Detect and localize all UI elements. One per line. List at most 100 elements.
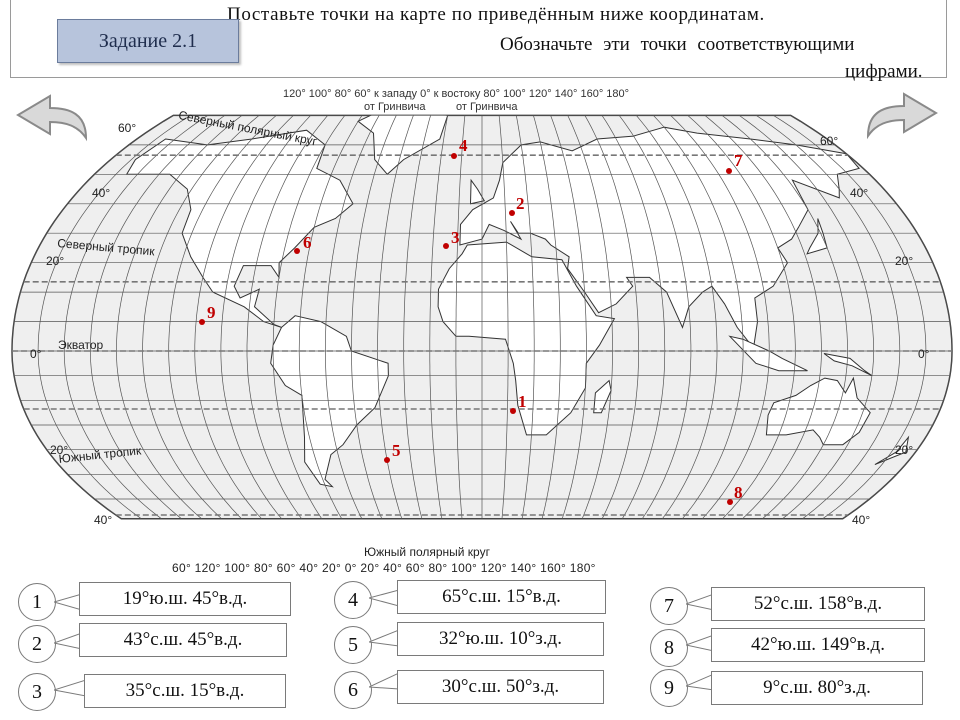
task-number-1: 1 (18, 583, 56, 621)
callout-tail (369, 629, 399, 647)
meridian-line (550, 115, 587, 519)
meridian-line (246, 115, 328, 519)
callout-tail (54, 632, 82, 650)
map-point-6-marker (294, 248, 300, 254)
meridian-line (670, 115, 770, 519)
task-number-6: 6 (334, 671, 372, 709)
map-point-3-marker (443, 243, 449, 249)
instruction-line-2: Обозначьте эти точки соответствующими (500, 34, 855, 55)
curved-arrow-left-icon[interactable] (12, 88, 92, 144)
equator-label: Экватор (58, 338, 104, 352)
map-point-7-label: 7 (734, 151, 743, 170)
meridian-line (704, 115, 822, 519)
meridian-line (403, 115, 431, 519)
task-coords-1: 19°ю.ш. 45°в.д. (79, 582, 291, 616)
bottom-longitude-scale: 60° 120° 100° 80° 60° 40° 20° 0° 20° 40°… (172, 561, 596, 575)
continent-madagascar (593, 379, 612, 414)
map-point-9-marker (199, 319, 205, 325)
curved-arrow-right-icon[interactable] (862, 86, 942, 142)
meridian-line (515, 115, 535, 519)
lat-label-20s-west: 20° (50, 443, 69, 457)
lat-label-0-east: 0° (918, 347, 930, 361)
map-point-3-label: 3 (451, 228, 460, 247)
lat-label-60n-west: 60° (118, 121, 137, 135)
map-point-5-marker (384, 457, 390, 463)
map-point-1-label: 1 (518, 392, 527, 411)
meridian-line (601, 115, 666, 519)
continent-british-isles (469, 178, 486, 205)
task-number-5: 5 (334, 626, 372, 664)
map-point-6-label: 6 (303, 233, 312, 252)
continent-australia (765, 376, 871, 446)
meridian-line (773, 115, 927, 519)
meridian-line (584, 115, 640, 519)
map-point-8-label: 8 (734, 483, 743, 502)
lat-label-40n-west: 40° (92, 186, 111, 200)
continent-new-zealand (874, 435, 910, 465)
task-coords-6: 30°с.ш. 50°з.д. (397, 670, 604, 704)
meridian-line (429, 115, 449, 519)
task-number-3: 3 (18, 673, 56, 711)
meridian-line (351, 115, 397, 519)
callout-tail (686, 593, 714, 611)
special-parallels (12, 154, 952, 516)
antarctic-circle-label: Южный полярный круг (364, 545, 490, 559)
meridian-line (618, 115, 692, 519)
map-point-8-marker (727, 499, 733, 505)
meridian-line (721, 115, 848, 519)
meridian-line (63, 115, 208, 519)
map-point-5-label: 5 (392, 441, 401, 460)
lat-label-40s-west: 40° (94, 513, 113, 527)
map-point-7-marker (726, 168, 732, 174)
lat-label-60n-east: 60° (820, 134, 839, 148)
task-number-9: 9 (650, 669, 688, 707)
task-number-7: 7 (650, 587, 688, 625)
instruction-line-3: цифрами. (845, 61, 923, 82)
meridian-line (89, 115, 226, 519)
meridian-line (687, 115, 796, 519)
task-number-8: 8 (650, 629, 688, 667)
task-coords-2: 43°с.ш. 45°в.д. (79, 623, 287, 657)
meridian-line (168, 115, 277, 519)
task-coords-3: 35°с.ш. 15°в.д. (84, 674, 286, 708)
meridian-line (272, 115, 346, 519)
world-map-canvas (11, 114, 953, 520)
continent-south-america (270, 315, 389, 488)
task-number-4: 4 (334, 581, 372, 619)
instruction-line-1: Поставьте точки на карте по приведённым … (227, 4, 765, 25)
meridian-line (738, 115, 875, 519)
map-point-2-marker (509, 210, 515, 216)
meridian-line (142, 115, 260, 519)
task-badge: Задание 2.1 (57, 19, 239, 63)
callout-tail (369, 672, 399, 690)
meridian-line (220, 115, 311, 519)
lat-label-20n-west: 20° (46, 254, 65, 268)
world-map: 120° 100° 80° 60° к западу 0° к востоку … (11, 88, 953, 575)
meridian-line (498, 115, 509, 519)
top-scale-east-note: от Гринвича (456, 101, 518, 113)
meridian-line (567, 115, 613, 519)
meridian-line (636, 115, 718, 519)
meridian-line (194, 115, 294, 519)
task-coords-5: 32°ю.ш. 10°з.д. (397, 622, 604, 656)
task-coords-7: 52°с.ш. 158°в.д. (711, 587, 925, 621)
map-point-4-label: 4 (459, 136, 468, 155)
lat-label-0-west: 0° (30, 347, 42, 361)
lat-label-40n-east: 40° (850, 186, 869, 200)
meridian-line (298, 115, 363, 519)
callout-tail (369, 589, 399, 607)
lat-label-20n-east: 20° (895, 254, 914, 268)
top-longitude-scale: 120° 100° 80° 60° к западу 0° к востоку … (283, 88, 630, 100)
lat-label-40s-east: 40° (852, 513, 871, 527)
map-point-2-label: 2 (516, 194, 525, 213)
callout-tail (54, 679, 86, 697)
continent-north-america (125, 129, 354, 328)
meridian-line (455, 115, 466, 519)
task-coords-8: 42°ю.ш. 149°в.д. (711, 628, 925, 662)
meridian-line (116, 115, 243, 519)
meridian-line (533, 115, 561, 519)
meridian-line (653, 115, 744, 519)
map-point-9-label: 9 (207, 303, 216, 322)
meridian-line (37, 115, 191, 519)
task-coords-4: 65°с.ш. 15°в.д. (397, 580, 606, 614)
